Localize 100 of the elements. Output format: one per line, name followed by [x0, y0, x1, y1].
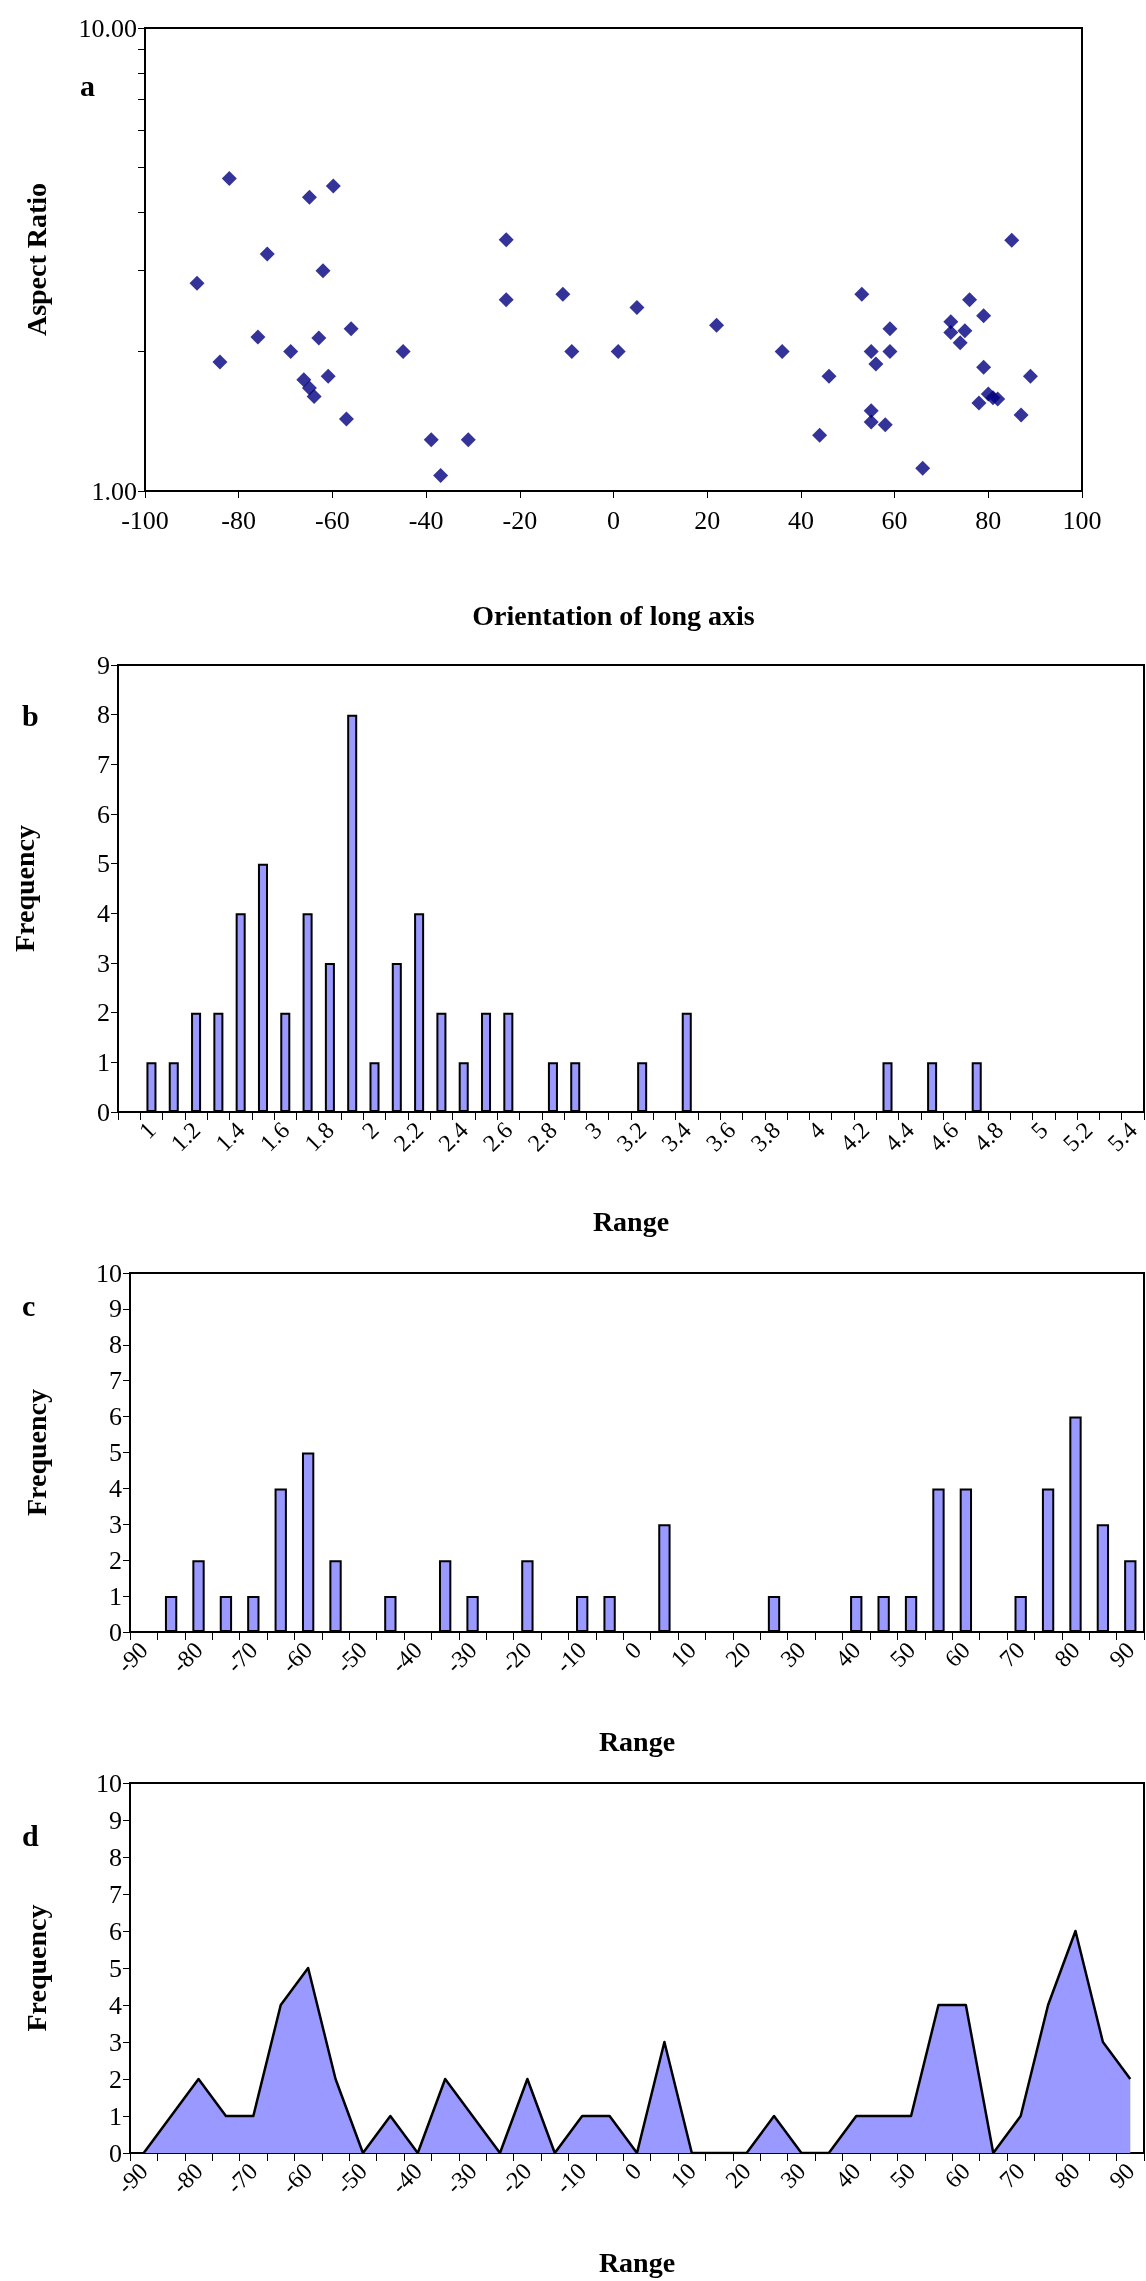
x-axis-title: Range — [598, 1725, 676, 1757]
bar — [192, 1560, 205, 1632]
x-tick-label: 60 — [939, 1636, 976, 1673]
bar — [637, 1062, 648, 1112]
x-tick-label: 2.4 — [433, 1116, 473, 1157]
y-tick-label: 9 — [109, 1805, 122, 1835]
x-tick-label: 30 — [775, 2157, 811, 2194]
y-tick-label: 6 — [109, 1402, 122, 1432]
text: c — [22, 1288, 36, 1322]
bar — [274, 1488, 287, 1632]
y-tick-label: 10.00 — [78, 13, 137, 43]
point — [460, 432, 476, 448]
point — [877, 417, 893, 433]
point — [395, 344, 411, 360]
x-tick-label: -80 — [166, 1636, 208, 1678]
y-tick-label: 1.00 — [91, 476, 137, 506]
y-tick-label: 5 — [109, 1438, 122, 1467]
point — [555, 286, 571, 302]
point — [343, 321, 359, 337]
bar — [384, 1596, 397, 1632]
x-tick-label: 3.6 — [700, 1116, 741, 1157]
point — [306, 388, 322, 404]
x-tick-label: 40 — [787, 505, 814, 535]
bar — [213, 1012, 224, 1112]
bar — [1041, 1488, 1055, 1632]
x-tick-label: 2.2 — [388, 1116, 429, 1157]
y-tick-label: 1 — [97, 1047, 110, 1077]
x-tick-label: 2.8 — [522, 1116, 563, 1157]
y-tick-label: 3 — [109, 1509, 122, 1539]
bar — [329, 1560, 342, 1632]
x-tick-label: 20 — [720, 1636, 756, 1673]
x-tick-label: 1.8 — [299, 1116, 340, 1157]
y-tick-label: 4 — [97, 898, 110, 928]
bar — [247, 1596, 260, 1632]
point — [325, 178, 341, 194]
x-tick-label: 4.4 — [879, 1116, 919, 1157]
y-tick-label: 7 — [109, 1879, 122, 1909]
point — [338, 411, 354, 427]
x-tick-label: -10 — [550, 2157, 592, 2199]
x-tick-label: 80 — [1049, 1636, 1085, 1673]
y-tick-label: 5 — [97, 849, 110, 879]
point — [301, 380, 317, 396]
x-tick-label: 1.6 — [254, 1116, 295, 1157]
point — [868, 356, 884, 372]
point — [990, 391, 1006, 407]
point — [774, 344, 790, 360]
point — [976, 359, 992, 375]
x-tick-label: 3.2 — [611, 1116, 652, 1157]
x-tick-label: 20 — [720, 2157, 756, 2194]
bar — [164, 1596, 178, 1632]
y-tick-label: 5 — [109, 1953, 122, 1983]
bar — [302, 913, 313, 1112]
y-tick-label: 1 — [109, 2101, 122, 2131]
x-tick-label: 5 — [1025, 1116, 1053, 1144]
text: d — [22, 1818, 39, 1852]
x-tick-label: -60 — [276, 1636, 318, 1678]
y-tick-label: 3 — [97, 948, 110, 978]
point — [882, 321, 898, 337]
x-tick-label: -40 — [408, 505, 444, 535]
y-tick-label: 6 — [109, 1916, 122, 1946]
point — [863, 403, 879, 419]
y-tick-label: 7 — [109, 1366, 122, 1396]
bar — [877, 1596, 890, 1632]
point — [221, 171, 237, 187]
point — [433, 468, 449, 484]
bar — [658, 1524, 671, 1632]
point — [821, 368, 837, 384]
point — [952, 335, 968, 351]
y-tick-label: 8 — [109, 1330, 122, 1360]
bar — [168, 1062, 179, 1112]
x-tick-label: 70 — [994, 1636, 1030, 1673]
y-axis-title: Frequency — [8, 824, 40, 953]
x-tick-label: 3.4 — [656, 1116, 696, 1157]
bar — [971, 1062, 982, 1112]
x-tick-label: 3 — [579, 1116, 607, 1144]
y-tick-label: 6 — [97, 799, 110, 829]
bar — [1069, 1416, 1082, 1632]
y-tick-label: 4 — [109, 1990, 122, 2020]
y-tick-label: 1 — [109, 1581, 122, 1611]
x-tick-label: 4.6 — [924, 1116, 964, 1157]
x-tick-label: 50 — [884, 1636, 921, 1673]
bar — [603, 1596, 616, 1632]
bar — [301, 1452, 315, 1632]
bar — [347, 714, 358, 1112]
point — [957, 323, 973, 339]
point — [971, 395, 987, 411]
point — [315, 263, 331, 279]
y-tick-label: 2 — [97, 998, 110, 1028]
bar — [257, 863, 268, 1112]
x-tick-label: 100 — [1062, 505, 1102, 535]
x-tick-label: 5.4 — [1102, 1116, 1143, 1157]
bar — [235, 913, 246, 1112]
point — [1022, 368, 1038, 384]
point — [812, 427, 828, 443]
point — [250, 329, 266, 345]
point — [610, 344, 626, 360]
bar — [391, 963, 402, 1112]
bar — [904, 1596, 918, 1632]
y-tick-label: 2 — [109, 1545, 122, 1575]
x-tick-label: -60 — [276, 2157, 318, 2199]
